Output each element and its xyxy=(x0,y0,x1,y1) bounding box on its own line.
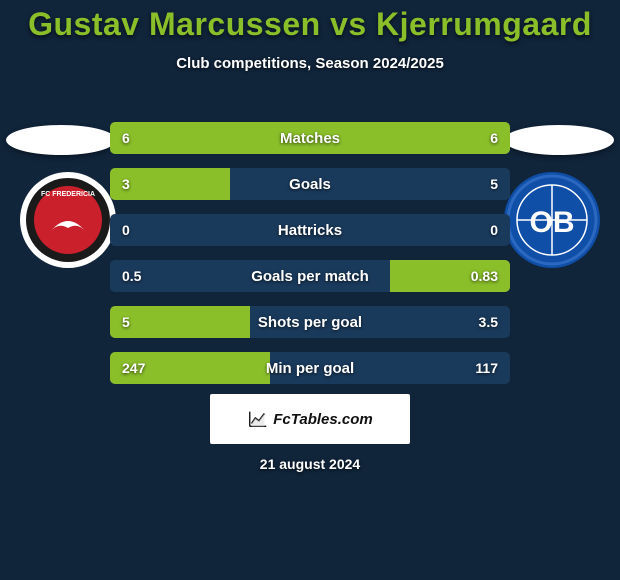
svg-text:OB: OB xyxy=(530,206,575,239)
player-avatar-right xyxy=(504,125,614,155)
stats-container: 66Matches 35Goals 00Hattricks 0.50.83Goals … xyxy=(110,122,510,398)
fredericia-badge-icon: FC FREDERICIA xyxy=(18,170,118,270)
stat-label: Goals xyxy=(110,168,510,200)
stat-row: 00Hattricks xyxy=(110,214,510,246)
stat-label: Shots per goal xyxy=(110,306,510,338)
stat-label: Min per goal xyxy=(110,352,510,384)
player-avatar-left xyxy=(6,125,116,155)
stat-row: 0.50.83Goals per match xyxy=(110,260,510,292)
stat-label: Goals per match xyxy=(110,260,510,292)
credit-badge: FcTables.com xyxy=(210,394,410,444)
stat-row: 66Matches xyxy=(110,122,510,154)
ob-badge-icon: OB xyxy=(502,170,602,270)
chart-icon xyxy=(247,408,269,430)
page-title: Gustav Marcussen vs Kjerrumgaard xyxy=(0,0,620,43)
subtitle: Club competitions, Season 2024/2025 xyxy=(0,55,620,72)
stat-label: Hattricks xyxy=(110,214,510,246)
stat-label: Matches xyxy=(110,122,510,154)
stat-row: 35Goals xyxy=(110,168,510,200)
credit-text: FcTables.com xyxy=(273,411,372,428)
club-badge-right: OB xyxy=(502,170,602,270)
comparison-card: Gustav Marcussen vs Kjerrumgaard Club co… xyxy=(0,0,620,580)
stat-row: 53.5Shots per goal xyxy=(110,306,510,338)
date-label: 21 august 2024 xyxy=(0,456,620,472)
svg-text:FC FREDERICIA: FC FREDERICIA xyxy=(41,191,95,198)
stat-row: 247117Min per goal xyxy=(110,352,510,384)
club-badge-left: FC FREDERICIA xyxy=(18,170,118,270)
